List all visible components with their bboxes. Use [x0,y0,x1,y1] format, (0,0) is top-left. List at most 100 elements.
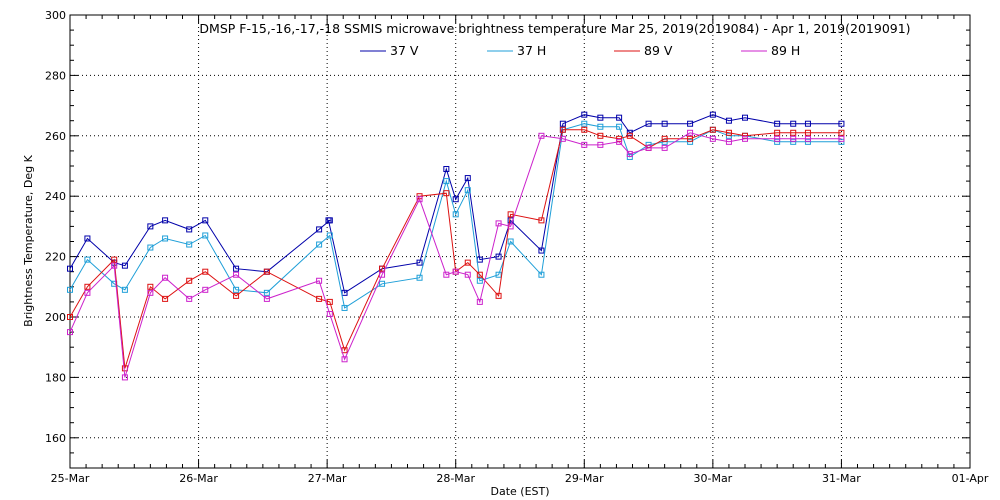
data-point [202,217,209,224]
data-point [186,277,193,284]
data-point [581,111,588,118]
x-axis-label: Date (EST) [490,485,549,498]
data-point [443,271,450,278]
data-point [645,144,652,151]
data-point [84,289,91,296]
data-point [804,138,811,145]
data-point [838,135,845,142]
data-point [687,129,694,136]
data-point [476,298,483,305]
data-point [443,178,450,185]
data-point [838,120,845,127]
data-point [67,329,73,336]
data-point [341,356,348,363]
x-tick-label: 31-Mar [822,472,861,485]
data-point [464,187,471,194]
data-point [186,241,193,248]
data-point [263,295,270,302]
data-point [742,135,748,142]
data-point [326,298,333,305]
series-group [67,111,845,381]
data-point [67,286,73,293]
data-point [559,135,566,142]
data-point [476,271,483,278]
data-point [233,271,240,278]
data-point [495,253,502,260]
data-point [186,226,193,233]
data-point [443,190,450,197]
data-point [325,217,332,224]
series-line [69,129,842,369]
data-point [379,271,386,278]
data-point [804,120,811,127]
x-tick-label: 28-Mar [436,472,475,485]
data-point [790,135,797,142]
data-point [790,138,797,145]
chart-title: DMSP F-15,-16,-17,-18 SSMIS microwave br… [199,21,910,36]
x-tick-label: 29-Mar [565,472,604,485]
data-point [316,295,323,302]
data-point [162,274,169,281]
data-point [581,141,588,148]
data-point [804,129,811,136]
data-point [233,286,240,293]
data-point [162,235,169,242]
data-point [709,135,716,142]
data-point [774,129,781,136]
data-point [709,126,716,133]
legend-label: 37 H [517,43,546,58]
legend-label: 89 H [771,43,800,58]
data-point [495,220,502,227]
data-point [774,138,781,145]
data-point [626,150,633,157]
data-point [84,256,91,263]
y-axis-label: Brightness Temperature, Deg K [22,154,35,326]
data-point [597,114,604,121]
data-point [316,277,323,284]
data-point [581,120,588,127]
data-point [838,138,845,145]
data-point [263,289,270,296]
data-point [147,283,154,290]
data-point [538,217,545,224]
x-tick-label: 26-Mar [179,472,218,485]
data-point [538,247,545,254]
data-point [597,141,604,148]
data-point [725,117,732,124]
data-point [616,114,623,121]
data-point [443,166,450,173]
data-point [326,232,333,239]
data-point [626,132,633,139]
data-point [202,286,209,293]
data-point [645,120,652,127]
data-point [661,144,668,151]
data-point [121,262,128,269]
data-point [464,271,471,278]
series-line [69,132,842,378]
data-point [416,274,423,281]
y-tick-label: 260 [45,130,66,143]
data-point [597,123,604,130]
x-tick-label: 25-Mar [51,472,90,485]
data-point [202,232,209,239]
data-point [186,295,193,302]
data-point [559,120,566,127]
legend: 37 V 37 H 89 V 89 H [360,43,800,58]
data-point [162,295,169,302]
data-point [147,223,154,230]
data-point [725,129,732,136]
data-point [742,114,748,121]
x-tick-label: 01-Apr [952,472,989,485]
data-point [111,262,118,269]
data-point [790,129,797,136]
data-point [379,280,386,287]
data-point [687,120,694,127]
data-point [774,120,781,127]
data-point [416,196,423,203]
data-point [326,310,333,317]
x-tick-label: 30-Mar [693,472,732,485]
data-point [316,241,323,248]
data-point [838,129,845,136]
